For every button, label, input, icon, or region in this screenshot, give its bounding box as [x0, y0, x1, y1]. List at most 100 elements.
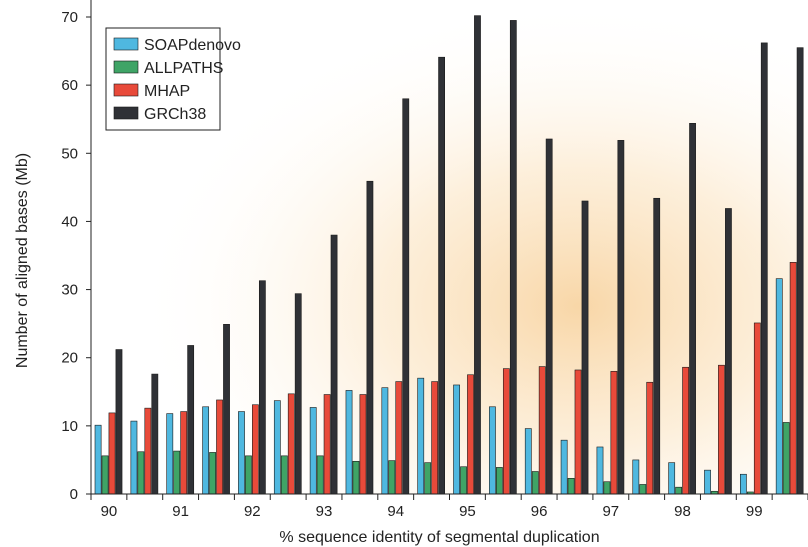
- legend-label-soapdenovo: SOAPdenovo: [144, 37, 241, 54]
- x-tick-label: 91: [172, 503, 189, 520]
- bar-soapdenovo-98: [668, 462, 676, 495]
- x-tick-label: 95: [459, 503, 476, 520]
- bar-soapdenovo-94: [381, 387, 389, 495]
- bar-allpaths-94.5: [424, 462, 432, 495]
- labels-layer: 0 10 20 30 40 50 60 70 90 91 92 93 94 95 96 97 98 99 % seq…: [14, 9, 763, 546]
- bar-mhap-99: [753, 322, 761, 495]
- x-tick-label: 94: [387, 503, 404, 520]
- bar-soapdenovo-99: [739, 473, 747, 495]
- bar-mhap-93: [323, 394, 331, 495]
- bar-grch38-98: [689, 123, 696, 495]
- bar-grch38-97.5: [653, 197, 661, 495]
- bar-allpaths-93.5: [352, 460, 360, 495]
- bar-grch38-92: [258, 280, 266, 495]
- bar-grch38-99.5: [796, 47, 804, 495]
- bar-allpaths-92: [245, 455, 252, 495]
- bar-soapdenovo-92.5: [273, 400, 281, 495]
- y-tick-label: 0: [70, 486, 78, 503]
- y-tick-label: 20: [61, 350, 78, 367]
- x-tick-label: 93: [316, 503, 333, 520]
- bar-mhap-94.5: [431, 381, 439, 495]
- bar-soapdenovo-95: [453, 384, 460, 495]
- bar-allpaths-91: [173, 450, 181, 495]
- bar-allpaths-90: [101, 455, 109, 495]
- y-tick-label: 50: [61, 145, 78, 162]
- y-tick-label: 60: [61, 77, 78, 94]
- legend-label-grch38: GRCh38: [144, 106, 206, 123]
- bar-mhap-95.5: [502, 368, 510, 495]
- legend-label-allpaths: ALLPATHS: [144, 60, 223, 77]
- x-axis-label: % sequence identity of segmental duplica…: [279, 529, 599, 546]
- bar-soapdenovo-97: [596, 446, 604, 495]
- bar-soapdenovo-90: [94, 424, 102, 495]
- bar-grch38-96.5: [581, 200, 589, 495]
- x-tick-label: 96: [531, 503, 548, 520]
- bar-mhap-92: [252, 404, 259, 495]
- bar-soapdenovo-94.5: [417, 377, 425, 495]
- bar-soapdenovo-93.5: [345, 390, 353, 495]
- bar-grch38-93: [330, 234, 338, 495]
- bar-allpaths-96.5: [567, 478, 575, 495]
- y-tick-label: 10: [61, 418, 78, 435]
- bar-mhap-95: [467, 374, 474, 495]
- bar-allpaths-91.5: [209, 452, 216, 495]
- legend-swatch-mhap: [113, 83, 139, 97]
- bar-grch38-96: [545, 138, 553, 495]
- bar-soapdenovo-96: [524, 428, 532, 495]
- bar-mhap-97.5: [646, 381, 654, 495]
- bar-grch38-90.5: [151, 373, 159, 495]
- bar-grch38-90: [115, 349, 123, 495]
- bar-soapdenovo-99.5: [775, 278, 783, 495]
- bar-mhap-96: [538, 366, 546, 495]
- bar-allpaths-93: [316, 455, 324, 495]
- axes-layer: [86, 0, 808, 500]
- bar-mhap-93.5: [359, 394, 367, 495]
- bar-soapdenovo-91.5: [202, 406, 210, 495]
- bar-allpaths-97.5: [639, 484, 647, 495]
- bar-grch38-99: [760, 42, 768, 495]
- bar-soapdenovo-98.5: [704, 469, 711, 495]
- bar-mhap-90.5: [144, 407, 152, 495]
- bar-soapdenovo-96.5: [560, 439, 568, 495]
- bar-grch38-92.5: [294, 293, 302, 495]
- x-tick-label: 90: [101, 503, 118, 520]
- bar-soapdenovo-90.5: [130, 420, 138, 495]
- bar-mhap-90: [108, 412, 116, 495]
- bar-grch38-91.5: [223, 324, 230, 495]
- legend-swatch-soapdenovo: [113, 37, 139, 51]
- x-tick-label: 92: [244, 503, 261, 520]
- bar-mhap-91.5: [216, 399, 223, 495]
- x-tick-label: 97: [602, 503, 619, 520]
- bar-mhap-97: [610, 371, 618, 495]
- bar-allpaths-90.5: [137, 451, 145, 495]
- bar-grch38-93.5: [366, 180, 374, 495]
- bar-mhap-94: [395, 381, 403, 495]
- x-tick-label: 98: [674, 503, 691, 520]
- bar-grch38-97: [617, 140, 625, 495]
- bar-grch38-98.5: [725, 208, 732, 495]
- bar-grch38-95.5: [509, 20, 517, 495]
- bar-mhap-96.5: [574, 369, 582, 495]
- bar-soapdenovo-93: [309, 407, 317, 495]
- bar-soapdenovo-92: [238, 411, 245, 495]
- bar-allpaths-96: [531, 471, 539, 495]
- y-tick-label: 40: [61, 213, 78, 230]
- x-tick-label: 99: [746, 503, 763, 520]
- bar-allpaths-95: [460, 466, 467, 495]
- bar-mhap-92.5: [287, 393, 295, 495]
- y-tick-label: 30: [61, 282, 78, 299]
- bar-allpaths-99.5: [782, 422, 790, 495]
- bar-allpaths-95.5: [496, 467, 503, 495]
- legend-swatch-allpaths: [113, 60, 139, 74]
- bar-mhap-98.5: [718, 364, 725, 495]
- bar-mhap-99.5: [789, 262, 797, 495]
- bar-grch38-91: [187, 345, 195, 495]
- bar-grch38-94: [402, 98, 410, 495]
- legend: SOAPdenovo ALLPATHS MHAP GRCh38: [105, 27, 241, 131]
- bar-allpaths-94: [388, 460, 396, 495]
- bar-mhap-98: [682, 366, 689, 495]
- y-tick-label: 70: [61, 9, 78, 26]
- bar-allpaths-97: [603, 481, 611, 495]
- bar-grch38-94.5: [438, 56, 446, 495]
